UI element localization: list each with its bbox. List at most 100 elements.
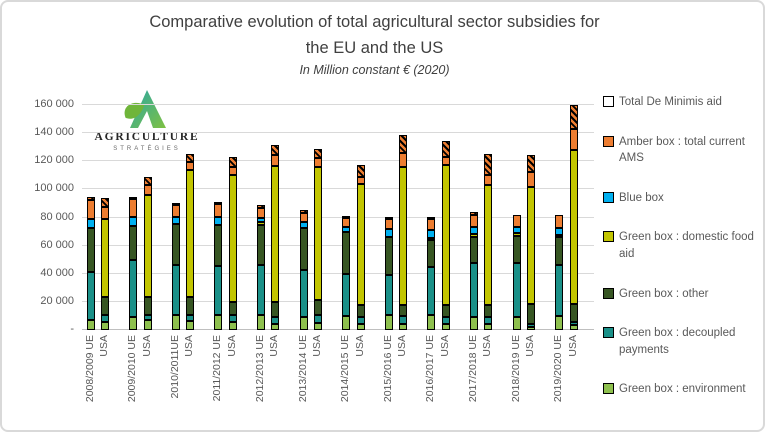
bar-segment-decoupled_payments (214, 266, 223, 316)
legend-item-blue_box: Blue box (603, 190, 761, 207)
gridline (82, 104, 594, 105)
bar-segment-green_other (256, 224, 265, 266)
bar-segment-environment (441, 323, 450, 330)
bar-segment-domestic_food_aid (356, 183, 365, 306)
bar-segment-decoupled_payments (342, 273, 351, 317)
bar-segment-domestic_food_aid (527, 186, 535, 304)
bar-segment-decoupled_payments (314, 315, 322, 323)
bar-segment-de_minimis (186, 153, 195, 162)
bar-segment-domestic_food_aid (271, 165, 280, 303)
stacked-bar-usa (569, 105, 578, 330)
bar-segment-domestic_food_aid (555, 234, 564, 237)
gridline (82, 132, 594, 134)
x-tick-label: USA (481, 335, 494, 357)
bar-segment-blue_box (86, 218, 95, 228)
bar-segment-decoupled_payments (356, 317, 365, 324)
x-tick-label: USA (225, 335, 238, 357)
bar-segment-domestic_food_aid (314, 166, 322, 301)
bar-segment-decoupled_payments (143, 315, 152, 321)
legend-item-amber_box: Amber box : total current AMS (603, 134, 761, 167)
bar-segment-domestic_food_aid (484, 184, 493, 305)
bar-segment-amber_box (129, 199, 138, 217)
bar-segment-environment (143, 320, 152, 330)
x-tick-label: USA (140, 335, 153, 357)
legend-label: Green box : decoupled payments (619, 327, 736, 356)
stacked-bar-ue (256, 205, 265, 330)
y-tick-label: 140 000 (34, 126, 74, 139)
bar-segment-environment (469, 316, 478, 330)
x-tick-label: USA (524, 335, 536, 357)
bar-segment-green_other (186, 296, 195, 315)
bar-segment-domestic_food_aid (569, 150, 578, 304)
bar-segment-decoupled_payments (427, 266, 436, 316)
y-tick-label: 40 000 (40, 266, 74, 279)
bar-segment-amber_box (427, 218, 436, 231)
x-tick-label: 2011/2012 UE (211, 335, 224, 402)
legend-label: Green box : domestic food aid (619, 231, 754, 260)
bar-segment-green_other (129, 226, 138, 261)
x-tick-label: 2014/2015 UE (339, 335, 352, 403)
bar-segment-decoupled_payments (171, 264, 180, 316)
bar-segment-environment (256, 315, 265, 330)
stacked-bar-usa (399, 135, 408, 330)
bar-segment-blue_box (299, 221, 308, 229)
legend-label: Amber box : total current AMS (619, 135, 745, 165)
stacked-bar-ue (342, 215, 351, 330)
legend-label: Blue box (619, 191, 664, 204)
bar-segment-decoupled_payments (228, 315, 237, 322)
x-tick-label: 2018/2019 UE (509, 335, 522, 403)
bar-segment-amber_box (314, 157, 322, 167)
stacked-bar-usa (356, 165, 365, 330)
logo-a-icon (124, 90, 166, 128)
bar-segment-environment (271, 323, 280, 330)
bar-segment-environment (512, 316, 521, 330)
x-tick-label: 2009/2010 UE (126, 335, 139, 403)
y-tick-label: - (70, 323, 74, 335)
bar-segment-amber_box (228, 167, 237, 176)
legend-swatch-environment (603, 383, 614, 395)
bar-segment-environment (228, 321, 237, 330)
bar-segment-green_other (555, 236, 564, 266)
bar-segment-environment (356, 323, 365, 330)
bar-segment-green_other (569, 303, 578, 322)
bar-segment-amber_box (143, 185, 152, 196)
bar-segment-amber_box (101, 207, 109, 219)
bar-segment-de_minimis (314, 148, 322, 158)
stacked-bar-ue (384, 217, 393, 330)
bar-segment-environment (214, 315, 223, 330)
bar-segment-de_minimis (86, 196, 95, 200)
bar-segment-green_other (512, 236, 521, 264)
bar-segment-decoupled_payments (299, 270, 308, 317)
bar-segment-blue_box (512, 226, 521, 234)
legend-item-green_other: Green box : other (603, 286, 761, 303)
bar-segment-amber_box (441, 157, 450, 166)
bar-segment-amber_box (527, 171, 535, 187)
gridline (82, 300, 594, 302)
legend-item-de_minimis: Total De Minimis aid (603, 94, 761, 111)
bar-segment-green_other (143, 296, 152, 316)
bar-segment-de_minimis (441, 141, 450, 158)
stacked-bar-ue (555, 215, 564, 330)
legend-swatch-green_other (603, 287, 614, 299)
bar-segment-green_other (427, 240, 436, 267)
legend-swatch-domestic_food_aid (603, 231, 614, 243)
bar-segment-green_other (342, 231, 351, 274)
bar-segment-blue_box (384, 229, 393, 238)
stacked-bar-usa (314, 148, 322, 330)
agriculture-strategies-logo: AGRICULTURE STRATÉGIES (94, 90, 198, 152)
bar-segment-green_other (86, 227, 95, 272)
bar-segment-environment (384, 315, 393, 330)
bar-segment-environment (299, 316, 308, 330)
stacked-bar-usa (143, 177, 152, 330)
bar-segment-green_other (399, 305, 408, 316)
x-tick-label: USA (438, 335, 451, 357)
bar-segment-environment (399, 323, 408, 330)
bar-segment-domestic_food_aid (469, 234, 478, 237)
bar-segment-environment (342, 316, 351, 330)
bar-segment-domestic_food_aid (143, 195, 152, 297)
bar-segment-green_other (214, 224, 223, 267)
bar-segment-environment (427, 315, 436, 330)
bar-segment-amber_box (356, 177, 365, 184)
x-axis-line (82, 329, 594, 330)
